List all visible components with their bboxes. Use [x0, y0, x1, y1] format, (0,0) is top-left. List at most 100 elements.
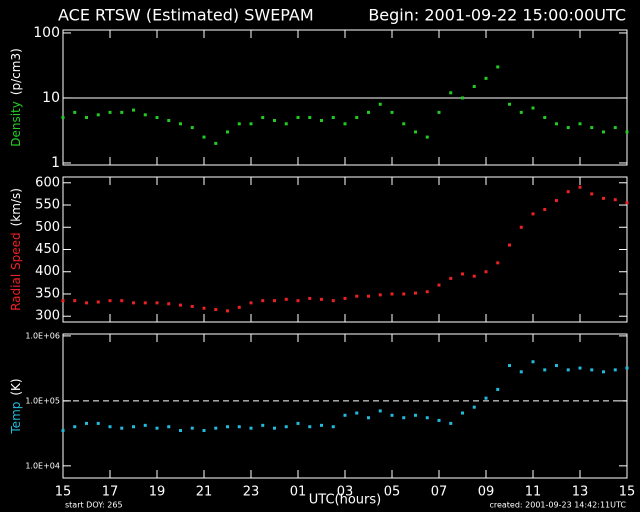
data-point	[355, 411, 359, 415]
y-tick-label: 550	[35, 198, 60, 213]
data-point	[461, 411, 464, 415]
y-axis-label: Density (p/cm3)	[9, 48, 23, 147]
data-point	[237, 305, 241, 309]
annotation: start DOY: 265	[65, 501, 123, 510]
data-point	[108, 299, 112, 303]
x-tick-label: 15	[55, 485, 72, 500]
data-point	[613, 126, 617, 130]
annotation: created: 2001-09-23 14:42:11UTC	[489, 501, 626, 510]
data-point	[390, 292, 394, 296]
data-point	[73, 110, 77, 114]
data-point	[613, 198, 617, 202]
data-point	[284, 122, 288, 126]
data-point	[378, 102, 382, 106]
data-point	[308, 116, 312, 120]
data-point	[331, 116, 335, 120]
data-point	[437, 418, 441, 422]
x-tick-label: 03	[337, 485, 354, 500]
data-point	[167, 425, 171, 429]
data-point	[543, 207, 547, 211]
data-point	[214, 141, 218, 145]
data-point	[190, 304, 194, 308]
data-point	[273, 426, 276, 430]
data-point	[214, 308, 218, 312]
data-point	[390, 413, 394, 417]
data-point	[519, 370, 523, 374]
x-tick-label: 11	[525, 485, 542, 500]
data-point	[402, 292, 406, 296]
data-point	[484, 396, 488, 400]
x-tick-label: 21	[196, 485, 213, 500]
data-point	[425, 135, 429, 139]
y-tick-label: 500	[35, 220, 60, 235]
data-point	[202, 306, 206, 310]
data-point	[343, 413, 347, 417]
data-point	[261, 116, 265, 120]
y-axis-label: Radial Speed (km/s)	[9, 188, 23, 311]
x-tick-label: 17	[102, 485, 119, 500]
y-tick-label: 450	[35, 242, 60, 257]
data-point	[414, 130, 417, 134]
data-point	[625, 201, 629, 205]
data-point	[214, 426, 218, 430]
data-point	[108, 425, 112, 429]
data-point	[519, 110, 523, 114]
data-point	[96, 300, 100, 304]
data-point	[566, 126, 570, 130]
data-point	[484, 76, 488, 80]
data-point	[472, 85, 476, 89]
data-point	[120, 299, 124, 303]
y-axis-label: Temp (K)	[9, 378, 23, 434]
data-point	[437, 110, 441, 114]
x-tick-label: 09	[478, 485, 495, 500]
y-tick-label: 400	[35, 264, 60, 279]
data-point	[602, 130, 605, 134]
data-point	[284, 297, 288, 301]
data-point	[578, 366, 582, 370]
data-point	[578, 185, 582, 189]
data-point	[143, 301, 147, 305]
x-axis-label: UTC(hours)	[309, 493, 381, 508]
y-tick-label: 1.0E+04	[25, 461, 60, 470]
data-point	[85, 301, 88, 305]
data-point	[461, 96, 464, 100]
y-tick-label: 350	[35, 286, 60, 301]
data-point	[531, 106, 535, 110]
data-point	[249, 426, 253, 430]
data-point	[531, 212, 535, 216]
data-point	[179, 122, 182, 126]
data-point	[402, 416, 406, 420]
data-point	[367, 416, 370, 420]
x-tick-label: 15	[619, 485, 636, 500]
data-point	[578, 122, 582, 126]
data-point	[461, 272, 464, 276]
x-tick-label: 13	[572, 485, 589, 500]
data-point	[566, 368, 570, 372]
data-point	[155, 301, 159, 305]
data-point	[390, 110, 394, 114]
data-point	[331, 299, 335, 303]
data-point	[402, 122, 406, 126]
data-point	[378, 293, 382, 297]
x-tick-label: 23	[243, 485, 260, 500]
data-point	[296, 116, 300, 120]
data-point	[320, 118, 323, 122]
y-axis-name: Radial Speed	[9, 232, 23, 311]
data-point	[167, 302, 171, 306]
data-point	[85, 116, 88, 120]
data-point	[555, 122, 558, 126]
data-point	[167, 118, 171, 122]
data-point	[108, 110, 112, 114]
data-point	[472, 274, 476, 278]
data-point	[543, 116, 547, 120]
data-point	[226, 309, 229, 313]
data-point	[590, 126, 594, 130]
data-point	[308, 296, 312, 300]
data-point	[143, 423, 147, 427]
data-point	[202, 428, 206, 432]
data-point	[378, 409, 382, 413]
chart-subtitle: Begin: 2001-09-22 15:00:00UTC	[368, 6, 626, 25]
data-point	[566, 190, 570, 194]
